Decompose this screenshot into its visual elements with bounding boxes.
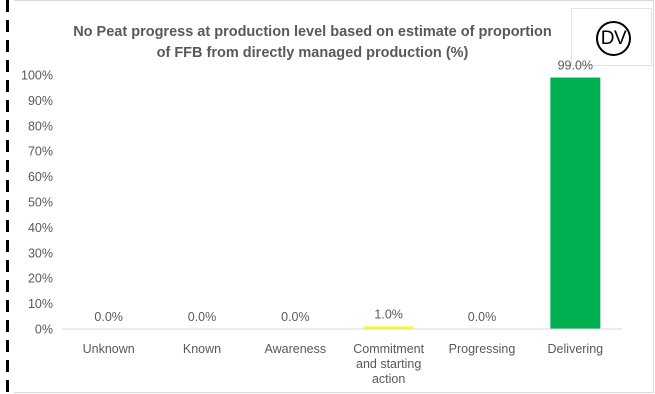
chart-title-line-1: No Peat progress at production level bas… (73, 24, 552, 40)
data-label: 0.0% (188, 310, 217, 324)
x-tick-label: Progressing (449, 342, 516, 356)
y-tick-label: 90% (28, 94, 53, 108)
data-label: 0.0% (281, 310, 310, 324)
x-tick-label: Awareness (265, 342, 327, 356)
chart-title-line-2: of FFB from directly managed production … (156, 45, 469, 61)
x-tick-label: Commitment (353, 342, 424, 356)
x-tick-label: Delivering (548, 342, 604, 356)
bar (550, 77, 601, 329)
y-tick-label: 60% (28, 170, 53, 184)
y-tick-label: 100% (21, 69, 53, 83)
x-tick-label: Unknown (83, 342, 135, 356)
chart-frame (14, 0, 654, 393)
y-tick-label: 80% (28, 119, 53, 133)
dv-logo: DV (571, 8, 652, 66)
y-tick-label: 70% (28, 145, 53, 159)
data-label: 1.0% (374, 307, 403, 321)
x-tick-label: Known (183, 342, 221, 356)
y-tick-label: 0% (35, 323, 53, 337)
y-tick-label: 10% (28, 297, 53, 311)
y-tick-label: 50% (28, 196, 53, 210)
y-tick-label: 20% (28, 272, 53, 286)
chart-title: No Peat progress at production level bas… (40, 22, 585, 64)
dv-logo-circle: DV (596, 21, 631, 56)
x-tick-label: and starting (356, 357, 421, 371)
dashed-border (6, 0, 9, 394)
bar (363, 326, 414, 329)
data-label: 0.0% (468, 310, 497, 324)
x-tick-label: action (372, 372, 405, 386)
y-tick-label: 40% (28, 221, 53, 235)
data-label: 99.0% (558, 59, 593, 73)
y-tick-label: 30% (28, 246, 53, 260)
data-label: 0.0% (94, 310, 123, 324)
